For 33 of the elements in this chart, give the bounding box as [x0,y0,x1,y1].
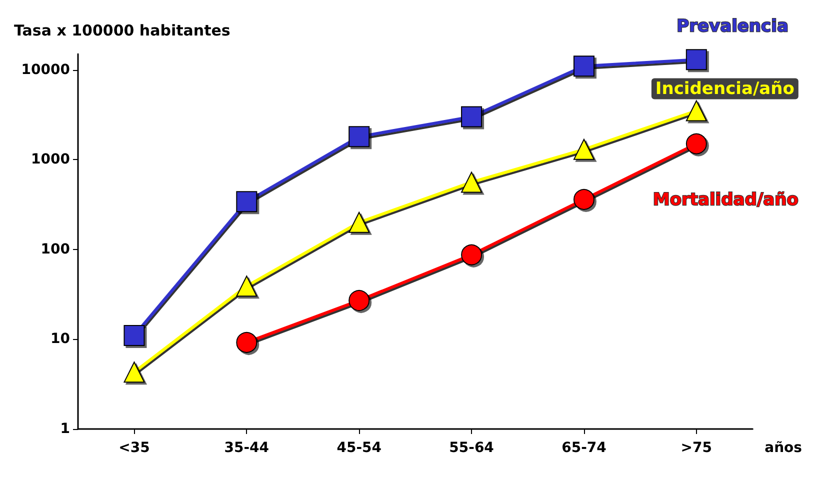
point [686,100,707,122]
point [236,276,258,297]
y-axis-title: Tasa x 100000 habitantes [14,22,230,40]
point [348,290,370,311]
point [573,138,594,160]
point [461,106,482,128]
x-tick-label: 45-54 [336,440,382,456]
y-tick-label: 1000 [31,152,70,168]
x-tick-label: 35-44 [224,440,270,456]
y-tick-label: 10000 [21,62,70,78]
point [348,126,370,148]
point [461,172,482,193]
point [124,324,145,346]
point [573,56,594,77]
y-tick-label: 10 [50,331,70,348]
x-tick-label: 55-64 [449,440,494,456]
point [686,49,707,70]
y-tick-label: 1 [60,421,70,437]
point [124,362,145,383]
series-label: Prevalencia [676,16,788,37]
y-tick-label: 100 [40,241,70,258]
point [236,332,258,353]
point [686,133,707,154]
x-tick-label: <35 [118,440,150,456]
point [236,191,258,212]
point [461,244,482,266]
series-label: Incidencia/año [655,78,794,99]
point [348,212,370,233]
x-tick-label: 65-74 [562,440,607,456]
series-label: Mortalidad/año [652,190,798,210]
point [573,188,594,210]
x-axis-title: años [764,440,802,456]
x-tick-label: >75 [680,440,712,456]
